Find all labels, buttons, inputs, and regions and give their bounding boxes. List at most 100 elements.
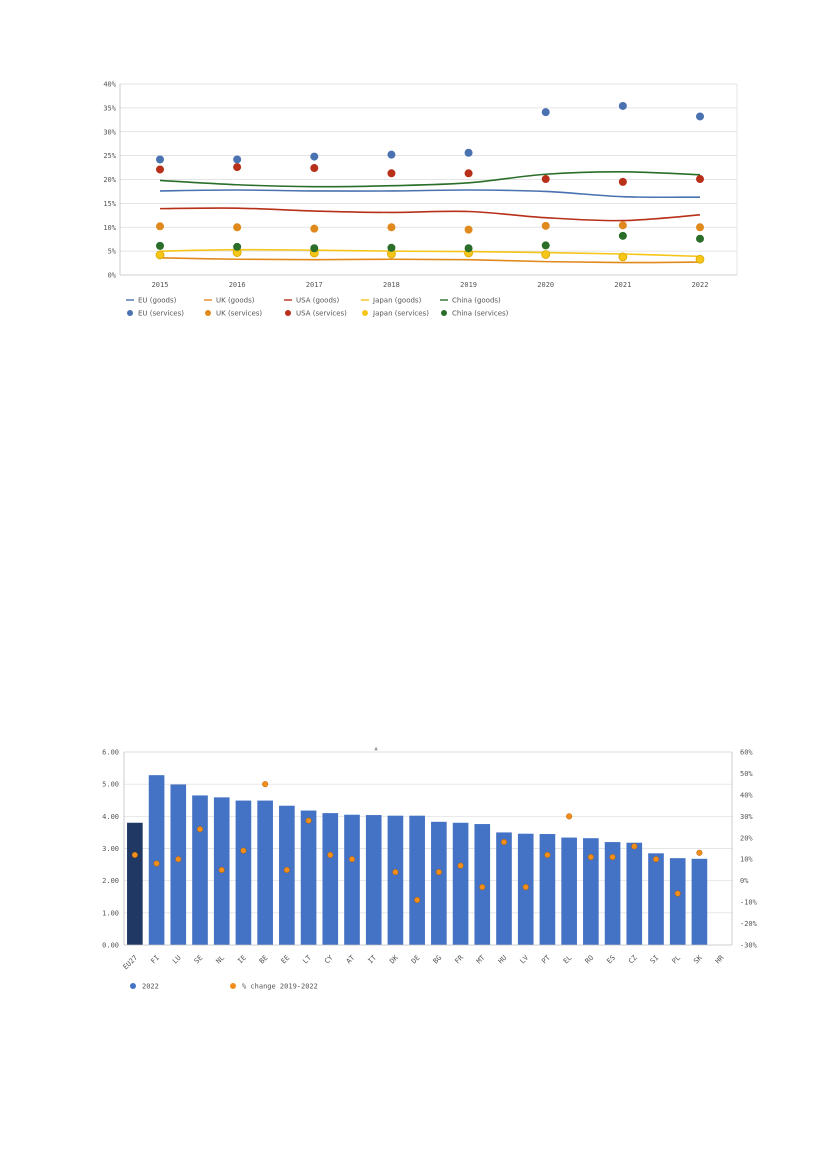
bar-de [409, 815, 425, 945]
point-usa-services [618, 177, 627, 186]
legend-label-2022: 2022 [142, 983, 159, 991]
point-change-cz [631, 843, 638, 850]
point-china-services [387, 243, 396, 252]
y-tick-label: 10% [103, 224, 116, 232]
legend-label-eu-services: EU (services) [138, 310, 184, 318]
series-line-uk-goods [159, 257, 701, 264]
y2-tick-label: -10% [740, 899, 758, 907]
y-tick-label: 25% [103, 152, 116, 160]
point-eu-services [464, 148, 473, 157]
legend-label-change: % change 2019-2022 [242, 983, 318, 991]
point-uk-services [156, 222, 164, 231]
legend-swatch-usa-services [285, 310, 291, 316]
bar-it [365, 815, 382, 945]
bar-cz [626, 842, 643, 945]
x-tick-label: DK [388, 953, 400, 965]
point-change-de [414, 896, 421, 904]
point-uk-services [310, 224, 319, 233]
series-line-china-goods [159, 171, 701, 188]
legend-label-eu-goods: EU (goods) [138, 297, 177, 305]
point-china-services [541, 241, 550, 250]
series-line-japan-goods [159, 248, 701, 258]
y-tick-label: 35% [103, 104, 116, 112]
y2-tick-label: 10% [740, 856, 753, 864]
point-china-services [310, 244, 319, 253]
x-tick-label: HR [714, 953, 726, 965]
point-japan-services [155, 250, 165, 260]
legend-label-japan-goods: Japan (goods) [372, 297, 422, 305]
x-tick-label: HU [497, 954, 509, 966]
x-tick-label: 2015 [152, 281, 169, 289]
point-change-pt [544, 851, 551, 858]
point-china-services [233, 242, 242, 251]
point-china-services [464, 244, 473, 253]
x-tick-label: PL [671, 954, 683, 966]
point-change-lv [522, 884, 529, 891]
point-china-services [156, 241, 164, 250]
x-tick-label: MT [475, 953, 487, 965]
point-eu-services [233, 155, 242, 164]
series-line-eu-goods [159, 189, 701, 199]
y-tick-label: 5.00 [102, 781, 119, 789]
point-usa-services [696, 175, 704, 184]
bar-pl [669, 858, 686, 945]
x-tick-label: IE [236, 954, 248, 966]
x-tick-label: EL [562, 954, 574, 966]
point-change-mt [479, 884, 486, 891]
point-change-fi [153, 860, 160, 867]
point-change-dk [392, 869, 399, 876]
bar-pt [539, 834, 556, 945]
point-usa-services [464, 169, 473, 178]
point-change-lu [175, 856, 182, 863]
x-tick-label: SK [692, 953, 704, 965]
point-usa-services [310, 164, 319, 173]
point-change-es [609, 854, 616, 861]
x-tick-label: LV [519, 953, 531, 965]
x-tick-label: FR [453, 953, 465, 965]
point-change-ee [283, 866, 290, 873]
y-tick-label: 0% [108, 272, 117, 280]
point-change-bg [435, 869, 442, 876]
x-tick-label: 2017 [306, 281, 323, 289]
y2-tick-label: 50% [740, 770, 753, 778]
point-eu-services [618, 101, 627, 110]
bar-fr [452, 822, 469, 945]
bar-es [604, 842, 621, 945]
bar-sk [691, 858, 708, 945]
point-change-be [262, 781, 269, 788]
y-tick-label: 5% [108, 248, 117, 256]
point-change-se [196, 826, 204, 833]
bar-se [192, 795, 208, 945]
y2-tick-label: 20% [740, 834, 753, 842]
legend-label-japan-services: Japan (services) [372, 310, 429, 318]
y-tick-label: 4.00 [102, 813, 119, 821]
legend-swatch-japan-services [362, 310, 368, 316]
x-tick-label: 2018 [383, 281, 400, 289]
y2-tick-label: 40% [740, 791, 753, 799]
bar-bg [431, 821, 447, 945]
point-eu-services [156, 155, 164, 164]
bar-hu [496, 832, 512, 945]
bar-be [257, 800, 273, 945]
bar-ie [235, 800, 252, 945]
x-tick-label: LT [301, 953, 313, 965]
point-change-lt [305, 817, 312, 824]
y-tick-label: 6.00 [102, 749, 119, 757]
bar-ee [279, 805, 295, 945]
bar-el [561, 837, 577, 945]
x-tick-label: CZ [627, 954, 639, 966]
point-uk-services [233, 223, 242, 232]
legend-swatch-china-services [441, 310, 447, 316]
y2-tick-label: 0% [740, 877, 749, 885]
point-uk-services [696, 223, 704, 232]
point-uk-services [541, 221, 550, 230]
point-usa-services [233, 163, 242, 172]
x-tick-label: RO [584, 954, 596, 966]
legend-label-china-goods: China (goods) [452, 297, 501, 305]
bar-ro [583, 838, 599, 945]
x-tick-label: LU [171, 954, 183, 966]
bar-fi [148, 775, 165, 945]
point-change-pl [674, 890, 681, 897]
point-uk-services [387, 223, 396, 232]
